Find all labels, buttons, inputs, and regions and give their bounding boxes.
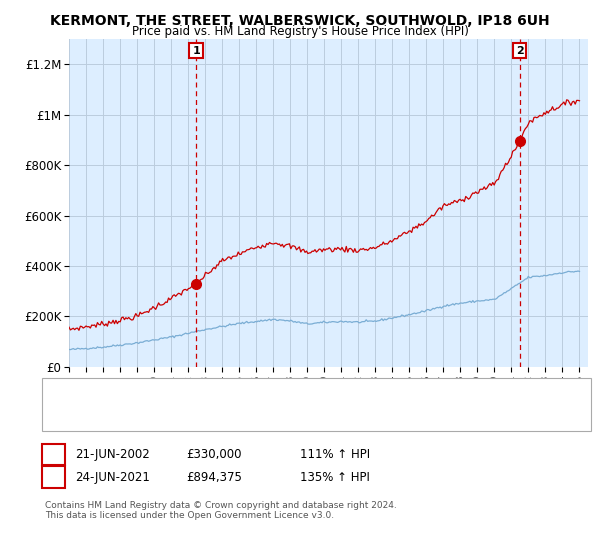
Text: 1: 1 [50, 450, 57, 460]
Text: 111% ↑ HPI: 111% ↑ HPI [300, 448, 370, 461]
Text: 2: 2 [516, 45, 523, 55]
Text: Contains HM Land Registry data © Crown copyright and database right 2024.: Contains HM Land Registry data © Crown c… [45, 501, 397, 510]
Text: £894,375: £894,375 [186, 470, 242, 484]
Text: 21-JUN-2002: 21-JUN-2002 [75, 448, 150, 461]
Text: KERMONT, THE STREET, WALBERSWICK, SOUTHWOLD, IP18 6UH (detached house): KERMONT, THE STREET, WALBERSWICK, SOUTHW… [90, 389, 520, 399]
Text: KERMONT, THE STREET, WALBERSWICK, SOUTHWOLD, IP18 6UH: KERMONT, THE STREET, WALBERSWICK, SOUTHW… [50, 14, 550, 28]
Text: £330,000: £330,000 [186, 448, 241, 461]
Text: 135% ↑ HPI: 135% ↑ HPI [300, 470, 370, 484]
Text: 1: 1 [192, 45, 200, 55]
Text: 2: 2 [50, 472, 57, 482]
Text: Price paid vs. HM Land Registry's House Price Index (HPI): Price paid vs. HM Land Registry's House … [131, 25, 469, 38]
Text: HPI: Average price, detached house, East Suffolk: HPI: Average price, detached house, East… [90, 410, 345, 420]
Text: 24-JUN-2021: 24-JUN-2021 [75, 470, 150, 484]
Text: This data is licensed under the Open Government Licence v3.0.: This data is licensed under the Open Gov… [45, 511, 334, 520]
